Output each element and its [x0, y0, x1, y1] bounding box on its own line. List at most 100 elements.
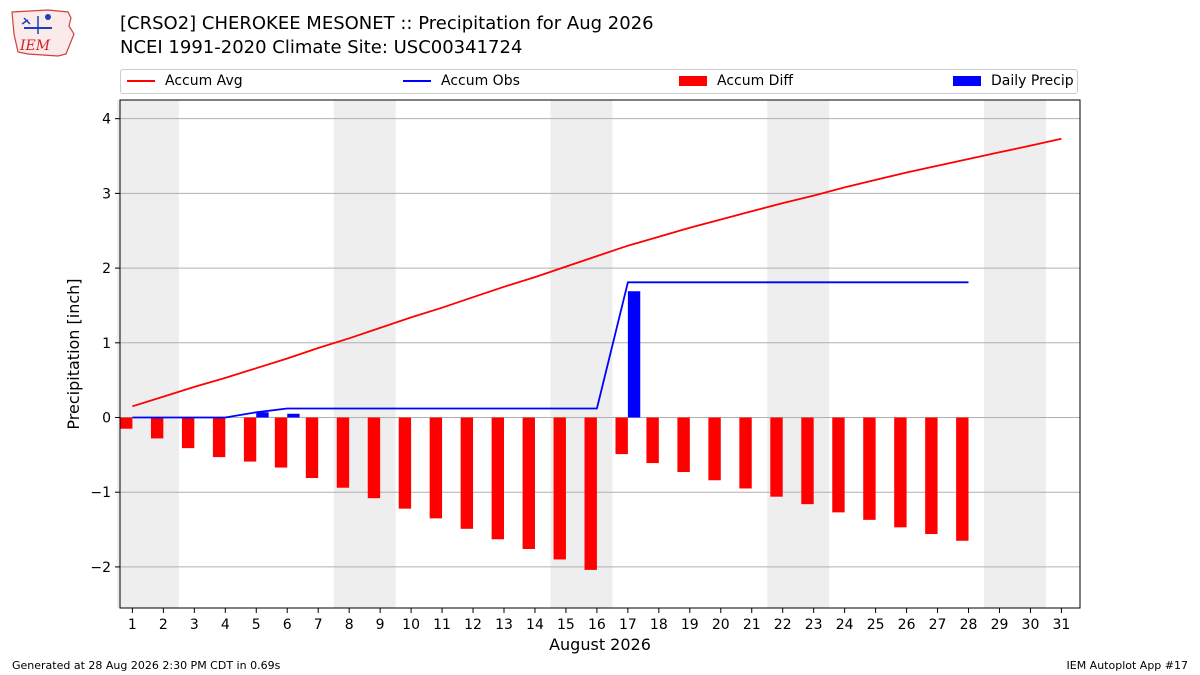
accum-diff-bar: [181, 417, 195, 449]
footer-app: IEM Autoplot App #17: [1066, 659, 1189, 672]
x-tick-label: 27: [929, 617, 947, 633]
x-tick-label: 12: [464, 617, 482, 633]
x-tick-label: 22: [774, 617, 792, 633]
accum-diff-bar: [925, 417, 938, 535]
x-tick-label: 29: [991, 617, 1009, 633]
x-tick-label: 14: [526, 617, 544, 633]
weekend-band: [333, 100, 396, 608]
svg-text:IEM: IEM: [19, 38, 51, 54]
x-tick-label: 21: [743, 617, 761, 633]
legend-swatch-accum-diff: [679, 76, 707, 86]
legend-swatch-accum-avg: [127, 80, 155, 82]
accum-diff-bar: [832, 417, 845, 513]
legend-label-accum-obs: Accum Obs: [441, 73, 520, 89]
x-tick-label: 7: [314, 617, 323, 633]
accum-diff-bar: [801, 417, 814, 505]
accum-diff-bar: [212, 417, 226, 458]
accum-diff-bar: [460, 417, 474, 529]
plot-area: [120, 100, 1080, 608]
y-tick-label: 0: [102, 411, 111, 427]
x-tick-label: 13: [495, 617, 513, 633]
weekend-band: [550, 100, 613, 608]
x-tick-label: 3: [190, 617, 199, 633]
accum-diff-bar: [584, 417, 597, 570]
y-tick-label: 1: [102, 336, 111, 352]
x-tick-label: 20: [712, 617, 730, 633]
accum-diff-bar: [398, 417, 412, 509]
daily-precip-bar: [256, 412, 269, 418]
accum-diff-bar: [739, 417, 752, 489]
accum-diff-bar: [553, 417, 566, 560]
legend-swatch-daily-precip: [953, 76, 981, 86]
daily-precip-bar: [627, 291, 641, 418]
accum-diff-bar: [708, 417, 721, 481]
x-tick-label: 8: [345, 617, 354, 633]
accum-diff-bar: [491, 417, 504, 540]
accum-diff-bar: [274, 417, 288, 468]
footer-generated: Generated at 28 Aug 2026 2:30 PM CDT in …: [12, 659, 281, 672]
x-tick-label: 30: [1022, 617, 1040, 633]
legend-label-accum-diff: Accum Diff: [717, 73, 794, 89]
x-tick-label: 16: [588, 617, 606, 633]
x-tick-label: 19: [681, 617, 699, 633]
x-tick-label: 15: [557, 617, 575, 633]
legend-item-accum-obs: Accum Obs: [403, 73, 520, 89]
accum-obs-line: [132, 281, 969, 419]
weekend-band: [984, 100, 1046, 608]
legend-item-daily-precip: Daily Precip: [953, 73, 1074, 89]
accum-diff-bar: [956, 417, 969, 541]
accum-diff-bar: [615, 417, 628, 455]
y-tick-label: 3: [102, 186, 111, 202]
chart-legend: Accum Avg Accum Obs Accum Diff Daily Pre…: [120, 69, 1078, 94]
accum-diff-bar: [243, 417, 257, 462]
y-tick-label: −1: [90, 485, 111, 501]
x-tick-label: 5: [252, 617, 261, 633]
accum-diff-bar: [770, 417, 783, 497]
accum-diff-bar: [336, 417, 350, 488]
plot-frame: [119, 99, 1081, 609]
legend-item-accum-avg: Accum Avg: [127, 73, 243, 89]
legend-item-accum-diff: Accum Diff: [679, 73, 793, 89]
accum-diff-bar: [120, 417, 133, 429]
x-tick-label: 4: [221, 617, 230, 633]
x-tick-label: 6: [283, 617, 292, 633]
accum-avg-line: [132, 137, 1062, 408]
accum-diff-bar: [677, 417, 690, 473]
legend-label-daily-precip: Daily Precip: [991, 73, 1074, 89]
legend-swatch-accum-obs: [403, 80, 431, 82]
chart-title: [CRSO2] CHEROKEE MESONET :: Precipitatio…: [120, 13, 654, 34]
x-tick-label: 1: [128, 617, 137, 633]
accum-diff-bar: [305, 417, 319, 479]
accum-diff-bar: [522, 417, 535, 549]
x-tick-label: 11: [433, 617, 451, 633]
y-axis-label: Precipitation [inch]: [64, 278, 83, 429]
x-tick-label: 17: [619, 617, 637, 633]
y-tick-label: 4: [102, 112, 111, 128]
accum-diff-bar: [429, 417, 443, 519]
chart-subtitle: NCEI 1991-2020 Climate Site: USC00341724: [120, 37, 523, 58]
accum-diff-bar: [150, 417, 164, 439]
x-tick-label: 18: [650, 617, 668, 633]
x-tick-label: 26: [898, 617, 916, 633]
legend-label-accum-avg: Accum Avg: [165, 73, 243, 89]
x-tick-label: 10: [402, 617, 420, 633]
x-tick-label: 9: [376, 617, 385, 633]
accum-diff-bar: [894, 417, 907, 528]
daily-precip-bar: [287, 413, 300, 418]
x-tick-label: 31: [1053, 617, 1071, 633]
y-tick-label: 2: [102, 261, 111, 277]
accum-diff-bar: [367, 417, 381, 499]
y-tick-label: −2: [90, 560, 111, 576]
x-tick-label: 23: [805, 617, 823, 633]
x-axis-label: August 2026: [549, 635, 651, 654]
x-tick-label: 2: [159, 617, 168, 633]
weekend-band: [116, 100, 179, 608]
iem-logo: IEM: [11, 9, 75, 57]
x-tick-label: 24: [836, 617, 854, 633]
x-tick-label: 28: [960, 617, 978, 633]
weekend-band: [767, 100, 830, 608]
x-tick-label: 25: [867, 617, 885, 633]
accum-diff-bar: [646, 417, 659, 464]
accum-diff-bar: [863, 417, 876, 520]
